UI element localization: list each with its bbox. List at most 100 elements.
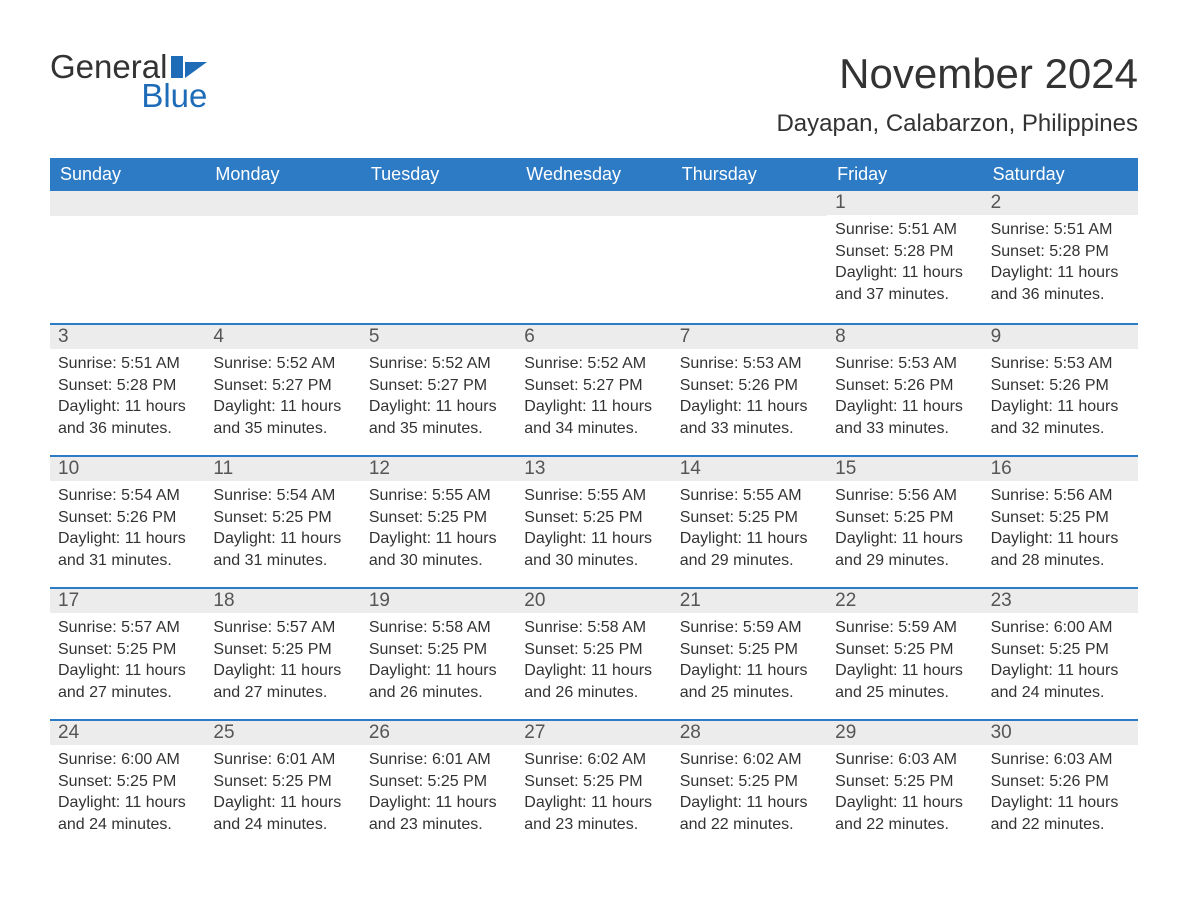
weekday-label: Tuesday <box>361 158 516 191</box>
sunrise-text: Sunrise: 5:51 AM <box>991 219 1130 241</box>
sunrise-text: Sunrise: 6:02 AM <box>524 749 663 771</box>
sunset-text: Sunset: 5:28 PM <box>835 241 974 263</box>
calendar-day-cell: 25Sunrise: 6:01 AMSunset: 5:25 PMDayligh… <box>205 721 360 851</box>
calendar-day-cell: 23Sunrise: 6:00 AMSunset: 5:25 PMDayligh… <box>983 589 1138 719</box>
daylight-text: Daylight: 11 hours and 33 minutes. <box>835 396 974 439</box>
daylight-text: Daylight: 11 hours and 29 minutes. <box>835 528 974 571</box>
daylight-text: Daylight: 11 hours and 22 minutes. <box>835 792 974 835</box>
daylight-text: Daylight: 11 hours and 25 minutes. <box>680 660 819 703</box>
day-number: 20 <box>516 589 671 613</box>
daylight-text: Daylight: 11 hours and 23 minutes. <box>524 792 663 835</box>
day-number: 30 <box>983 721 1138 745</box>
day-number: 22 <box>827 589 982 613</box>
calendar-day-cell: 12Sunrise: 5:55 AMSunset: 5:25 PMDayligh… <box>361 457 516 587</box>
calendar-day-cell: 7Sunrise: 5:53 AMSunset: 5:26 PMDaylight… <box>672 325 827 455</box>
daylight-text: Daylight: 11 hours and 36 minutes. <box>58 396 197 439</box>
calendar-day-cell: 24Sunrise: 6:00 AMSunset: 5:25 PMDayligh… <box>50 721 205 851</box>
day-number: 14 <box>672 457 827 481</box>
daylight-text: Daylight: 11 hours and 30 minutes. <box>524 528 663 571</box>
sunrise-text: Sunrise: 6:01 AM <box>369 749 508 771</box>
day-body: Sunrise: 5:53 AMSunset: 5:26 PMDaylight:… <box>827 349 982 447</box>
sunset-text: Sunset: 5:27 PM <box>213 375 352 397</box>
day-number <box>50 191 205 216</box>
sunset-text: Sunset: 5:26 PM <box>58 507 197 529</box>
calendar-day-cell <box>361 191 516 323</box>
daylight-text: Daylight: 11 hours and 24 minutes. <box>213 792 352 835</box>
sunrise-text: Sunrise: 5:51 AM <box>58 353 197 375</box>
sunset-text: Sunset: 5:25 PM <box>835 639 974 661</box>
sunrise-text: Sunrise: 5:54 AM <box>213 485 352 507</box>
sunset-text: Sunset: 5:25 PM <box>524 771 663 793</box>
day-body: Sunrise: 5:52 AMSunset: 5:27 PMDaylight:… <box>516 349 671 447</box>
weekday-label: Friday <box>827 158 982 191</box>
location-subtitle: Dayapan, Calabarzon, Philippines <box>776 110 1138 138</box>
day-body: Sunrise: 5:56 AMSunset: 5:25 PMDaylight:… <box>983 481 1138 579</box>
sunset-text: Sunset: 5:25 PM <box>369 507 508 529</box>
sunset-text: Sunset: 5:25 PM <box>835 507 974 529</box>
daylight-text: Daylight: 11 hours and 26 minutes. <box>369 660 508 703</box>
sunrise-text: Sunrise: 5:58 AM <box>524 617 663 639</box>
day-number: 18 <box>205 589 360 613</box>
daylight-text: Daylight: 11 hours and 35 minutes. <box>213 396 352 439</box>
day-number: 29 <box>827 721 982 745</box>
sunrise-text: Sunrise: 6:01 AM <box>213 749 352 771</box>
day-body: Sunrise: 5:51 AMSunset: 5:28 PMDaylight:… <box>983 215 1138 313</box>
calendar-day-cell: 16Sunrise: 5:56 AMSunset: 5:25 PMDayligh… <box>983 457 1138 587</box>
page-header: General Blue November 2024 Dayapan, Cala… <box>50 50 1138 138</box>
weekday-label: Thursday <box>672 158 827 191</box>
sunset-text: Sunset: 5:25 PM <box>835 771 974 793</box>
day-body: Sunrise: 5:56 AMSunset: 5:25 PMDaylight:… <box>827 481 982 579</box>
day-number: 24 <box>50 721 205 745</box>
weekday-label: Saturday <box>983 158 1138 191</box>
sunrise-text: Sunrise: 5:56 AM <box>835 485 974 507</box>
day-number: 26 <box>361 721 516 745</box>
sunset-text: Sunset: 5:25 PM <box>58 771 197 793</box>
day-body: Sunrise: 5:58 AMSunset: 5:25 PMDaylight:… <box>361 613 516 711</box>
calendar-day-cell <box>205 191 360 323</box>
day-number: 8 <box>827 325 982 349</box>
day-body: Sunrise: 5:53 AMSunset: 5:26 PMDaylight:… <box>672 349 827 447</box>
day-body: Sunrise: 6:03 AMSunset: 5:26 PMDaylight:… <box>983 745 1138 843</box>
sunset-text: Sunset: 5:25 PM <box>369 639 508 661</box>
sunrise-text: Sunrise: 5:59 AM <box>835 617 974 639</box>
sunset-text: Sunset: 5:25 PM <box>680 507 819 529</box>
daylight-text: Daylight: 11 hours and 28 minutes. <box>991 528 1130 571</box>
calendar-day-cell: 5Sunrise: 5:52 AMSunset: 5:27 PMDaylight… <box>361 325 516 455</box>
sunrise-text: Sunrise: 5:55 AM <box>680 485 819 507</box>
day-number: 19 <box>361 589 516 613</box>
day-number <box>205 191 360 216</box>
sunrise-text: Sunrise: 5:53 AM <box>835 353 974 375</box>
daylight-text: Daylight: 11 hours and 22 minutes. <box>991 792 1130 835</box>
day-number: 15 <box>827 457 982 481</box>
sunrise-text: Sunrise: 6:03 AM <box>991 749 1130 771</box>
day-number <box>361 191 516 216</box>
day-body: Sunrise: 5:59 AMSunset: 5:25 PMDaylight:… <box>827 613 982 711</box>
calendar-week-row: 10Sunrise: 5:54 AMSunset: 5:26 PMDayligh… <box>50 455 1138 587</box>
calendar-day-cell: 28Sunrise: 6:02 AMSunset: 5:25 PMDayligh… <box>672 721 827 851</box>
weekday-label: Monday <box>205 158 360 191</box>
sunset-text: Sunset: 5:28 PM <box>991 241 1130 263</box>
calendar-day-cell: 27Sunrise: 6:02 AMSunset: 5:25 PMDayligh… <box>516 721 671 851</box>
sunset-text: Sunset: 5:26 PM <box>991 375 1130 397</box>
calendar-day-cell: 26Sunrise: 6:01 AMSunset: 5:25 PMDayligh… <box>361 721 516 851</box>
day-body: Sunrise: 5:55 AMSunset: 5:25 PMDaylight:… <box>361 481 516 579</box>
day-body: Sunrise: 6:01 AMSunset: 5:25 PMDaylight:… <box>205 745 360 843</box>
calendar-week-row: 1Sunrise: 5:51 AMSunset: 5:28 PMDaylight… <box>50 191 1138 323</box>
day-number: 13 <box>516 457 671 481</box>
day-body: Sunrise: 5:51 AMSunset: 5:28 PMDaylight:… <box>50 349 205 447</box>
calendar-day-cell: 13Sunrise: 5:55 AMSunset: 5:25 PMDayligh… <box>516 457 671 587</box>
sunset-text: Sunset: 5:25 PM <box>213 507 352 529</box>
calendar-day-cell <box>50 191 205 323</box>
sunset-text: Sunset: 5:25 PM <box>991 639 1130 661</box>
calendar-day-cell <box>516 191 671 323</box>
sunrise-text: Sunrise: 6:03 AM <box>835 749 974 771</box>
sunrise-text: Sunrise: 5:53 AM <box>991 353 1130 375</box>
sunrise-text: Sunrise: 5:59 AM <box>680 617 819 639</box>
day-number <box>672 191 827 216</box>
calendar-day-cell: 9Sunrise: 5:53 AMSunset: 5:26 PMDaylight… <box>983 325 1138 455</box>
month-title: November 2024 <box>776 50 1138 98</box>
day-body: Sunrise: 5:51 AMSunset: 5:28 PMDaylight:… <box>827 215 982 313</box>
day-number: 12 <box>361 457 516 481</box>
day-body: Sunrise: 6:00 AMSunset: 5:25 PMDaylight:… <box>50 745 205 843</box>
sunrise-text: Sunrise: 5:55 AM <box>369 485 508 507</box>
